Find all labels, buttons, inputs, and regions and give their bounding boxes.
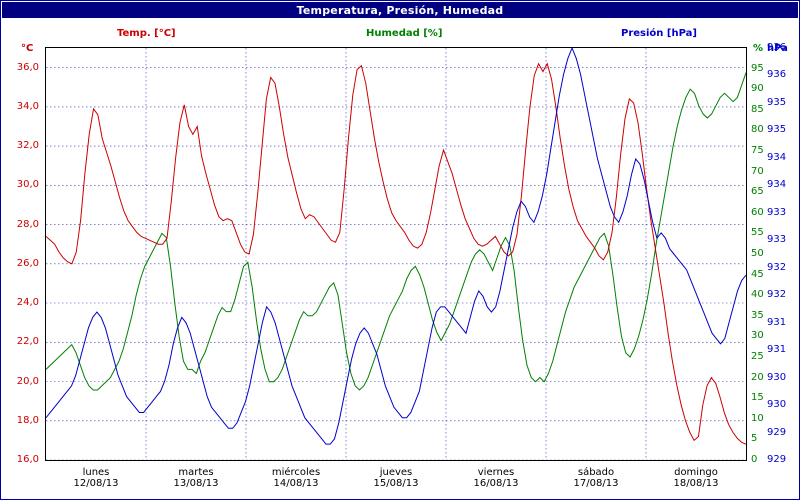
y-tick-humidity: 30 [751,330,764,342]
y-tick-humidity: 75 [751,145,764,156]
y-tick-pressure: 931 [767,344,787,356]
x-tick-day: jueves [379,467,413,478]
y-tick-temp: 32,0 [16,140,39,152]
x-tick-day: sábado [577,467,615,478]
y-tick-humidity: 40 [751,289,764,301]
x-tick-date: 18/08/13 [673,478,719,489]
x-tick-group: viernes 16/08/13 [441,467,551,489]
x-tick-group: sábado 17/08/13 [541,467,651,489]
x-tick-day: lunes [82,467,110,478]
y-tick-temp: 28,0 [16,218,39,230]
y-tick-humidity: 10 [751,412,764,424]
y-tick-pressure: 932 [767,261,787,273]
y-tick-temp: 30,0 [16,179,39,191]
x-tick-day: viernes [477,467,515,478]
y-tick-humidity: 0 [751,454,758,465]
y-tick-humidity: 15 [751,392,764,404]
y-tick-pressure: 936 [767,69,787,81]
x-tick-date: 14/08/13 [273,478,319,489]
unit-hpa: hPa [767,43,788,54]
legend-temperature: Temp. [°C] [117,28,176,39]
x-tick-group: miércoles 14/08/13 [241,467,351,489]
y-tick-humidity: 80 [751,124,764,136]
y-tick-pressure: 933 [767,234,787,246]
y-tick-humidity: 50 [751,248,764,259]
x-tick-group: domingo 18/08/13 [641,467,751,489]
legend-pressure: Presión [hPa] [621,28,697,39]
y-tick-temp: 34,0 [16,100,39,112]
y-tick-pressure: 934 [767,179,787,191]
y-tick-pressure: 929 [767,426,787,438]
x-tick-day: martes [178,467,214,478]
y-tick-temp: 18,0 [16,414,39,426]
y-tick-pressure: 930 [767,371,787,383]
y-tick-temp: 22,0 [16,336,39,348]
y-tick-pressure: 933 [767,206,787,218]
unit-celsius: °C [21,43,34,54]
chart-canvas [46,48,746,460]
x-tick-group: lunes 12/08/13 [41,467,151,489]
y-tick-humidity: 70 [751,165,764,177]
y-tick-temp: 16,0 [16,454,39,465]
unit-percent: % [753,43,764,54]
y-tick-pressure: 931 [767,316,787,328]
series-line-left [46,62,746,445]
y-tick-temp: 20,0 [16,375,39,387]
x-tick-date: 15/08/13 [373,478,419,489]
y-tick-pressure: 935 [767,124,787,136]
x-tick-group: jueves 15/08/13 [341,467,451,489]
window-title-bar: Temperatura, Presión, Humedad [2,2,798,18]
x-tick-day: domingo [674,467,718,478]
y-tick-humidity: 25 [751,351,764,362]
y-tick-humidity: 60 [751,206,764,218]
y-tick-humidity: 20 [751,371,764,383]
x-tick-date: 17/08/13 [573,478,619,489]
x-tick-date: 13/08/13 [173,478,219,489]
x-tick-date: 16/08/13 [473,478,519,489]
y-tick-pressure: 929 [767,454,787,465]
series-line-right-outer [46,48,746,445]
y-tick-temp: 24,0 [16,297,39,309]
y-tick-humidity: 55 [751,227,764,239]
y-tick-pressure: 936 [767,42,787,53]
y-tick-humidity: 35 [751,309,764,321]
y-tick-humidity: 45 [751,268,764,280]
series-line-right-inner [46,72,746,391]
y-tick-temp: 36,0 [16,61,39,73]
plot-area [45,47,747,461]
y-tick-temp: 26,0 [16,257,39,269]
y-tick-pressure: 935 [767,96,787,108]
y-tick-humidity: 95 [751,62,764,74]
y-tick-humidity: 85 [751,103,764,115]
y-tick-pressure: 930 [767,399,787,411]
y-tick-humidity: 5 [751,433,758,445]
y-tick-pressure: 934 [767,151,787,163]
y-tick-humidity: 65 [751,186,764,198]
y-tick-pressure: 932 [767,289,787,301]
x-tick-day: miércoles [271,467,321,478]
x-tick-group: martes 13/08/13 [141,467,251,489]
x-tick-date: 12/08/13 [73,478,119,489]
legend-humidity: Humedad [%] [366,28,443,39]
window-title: Temperatura, Presión, Humedad [296,3,504,17]
y-tick-humidity: 90 [751,83,764,95]
